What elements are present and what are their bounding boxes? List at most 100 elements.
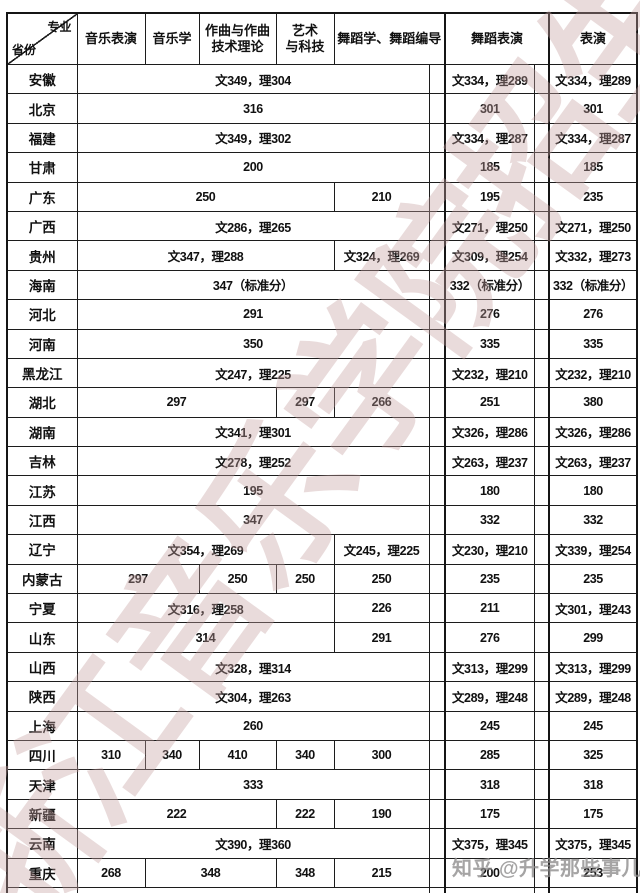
spacer-cell — [428, 122, 446, 154]
acting-cell: 文313，理299 — [548, 651, 638, 683]
province-cell: 湖北 — [6, 387, 78, 418]
acting-cell: 332 — [548, 504, 638, 536]
dance-performance-cell: 文230，理210 — [444, 534, 535, 565]
spacer-cell — [533, 857, 550, 888]
dance-performance-cell: 185 — [444, 152, 535, 183]
score-cell: 316 — [76, 93, 430, 124]
acting-cell: 380 — [548, 387, 638, 418]
spacer-cell — [533, 739, 550, 771]
score-cell: 297 — [275, 387, 335, 418]
table-row: 浙江347 332 332 — [6, 886, 638, 893]
score-cell: 347 — [76, 886, 430, 893]
spacer-cell — [428, 593, 446, 624]
spacer-cell — [533, 63, 550, 95]
dance-performance-cell: 文263，理237 — [444, 446, 535, 477]
spacer-cell — [428, 828, 446, 859]
score-cell: 250 — [333, 563, 430, 595]
score-cell: 190 — [333, 798, 430, 830]
acting-cell: 299 — [548, 622, 638, 653]
dance-performance-cell: 180 — [444, 475, 535, 506]
score-cell: 文247，理225 — [76, 357, 430, 389]
table-row: 山西 文328，理314 文313，理299 文313，理299 — [6, 651, 638, 683]
table-row: 新疆 222 222 190 175 175 — [6, 798, 638, 830]
score-cell: 268 — [76, 857, 146, 888]
spacer-cell — [428, 651, 446, 683]
score-cell: 文286，理265 — [76, 210, 430, 242]
acting-cell: 文326，理286 — [548, 416, 638, 448]
dance-performance-cell: 335 — [444, 328, 535, 359]
spacer-cell — [428, 504, 446, 536]
acting-cell: 235 — [548, 181, 638, 212]
table-row: 宁夏 文316，理258 226 211 文301，理243 — [6, 593, 638, 624]
score-cell: 347 — [76, 504, 430, 536]
score-cell: 250 — [198, 563, 277, 595]
spacer-cell — [533, 651, 550, 683]
score-cell: 266 — [333, 387, 430, 418]
acting-cell: 332（标准分） — [548, 269, 638, 301]
score-cell: 410 — [198, 739, 277, 771]
col-header-dance-performance: 舞蹈表演 — [444, 12, 550, 65]
province-cell: 山西 — [6, 651, 78, 683]
score-cell: 文324，理269 — [333, 240, 430, 271]
table-row: 河南 350 335 335 — [6, 328, 638, 359]
spacer-cell — [428, 240, 446, 271]
spacer-cell — [533, 475, 550, 506]
score-cell: 文304，理263 — [76, 681, 430, 712]
dance-performance-cell: 301 — [444, 93, 535, 124]
table-row: 湖南 文341，理301 文326，理286 文326，理286 — [6, 416, 638, 448]
score-cell: 333 — [76, 769, 430, 800]
col-header-musicology: 音乐学 — [144, 12, 200, 65]
table-row: 四川 310 340 410 340 300 285 325 — [6, 739, 638, 771]
score-cell: 291 — [333, 622, 430, 653]
score-cell: 347（标准分） — [76, 269, 430, 301]
spacer-cell — [428, 269, 446, 301]
acting-cell: 325 — [548, 739, 638, 771]
admission-score-table: 专业 省份 音乐表演 音乐学 作曲与作曲 技术理论 艺术 与科技 舞蹈学、舞蹈编… — [6, 12, 639, 893]
dance-performance-cell: 318 — [444, 769, 535, 800]
acting-cell: 175 — [548, 798, 638, 830]
province-cell: 山东 — [6, 622, 78, 653]
province-cell: 安徽 — [6, 63, 78, 95]
spacer-cell — [533, 681, 550, 712]
score-cell: 291 — [76, 299, 430, 330]
corner-label-major: 专业 — [47, 20, 72, 34]
province-cell: 天津 — [6, 769, 78, 800]
dance-performance-cell: 285 — [444, 739, 535, 771]
score-cell: 297 — [76, 563, 200, 595]
dance-performance-cell: 276 — [444, 299, 535, 330]
spacer-cell — [533, 563, 550, 595]
spacer-cell — [533, 593, 550, 624]
dance-performance-cell: 332 — [444, 886, 535, 893]
acting-cell: 335 — [548, 328, 638, 359]
corner-cell: 专业 省份 — [6, 12, 78, 65]
score-cell: 348 — [275, 857, 335, 888]
acting-cell: 301 — [548, 93, 638, 124]
table-row: 福建 文349，理302 文334，理287 文334，理287 — [6, 122, 638, 154]
acting-cell: 245 — [548, 710, 638, 741]
table-row: 北京 316 301 301 — [6, 93, 638, 124]
dance-performance-cell: 332 — [444, 504, 535, 536]
corner-label-province: 省份 — [12, 43, 37, 57]
table-body: 安徽 文349，理304 文334，理289 文334，理289 北京 316 301 301… — [6, 63, 638, 893]
dance-performance-cell: 332（标准分） — [444, 269, 535, 301]
spacer-cell — [428, 416, 446, 448]
acting-cell: 180 — [548, 475, 638, 506]
score-cell: 250 — [76, 181, 335, 212]
score-cell: 310 — [76, 739, 146, 771]
spacer-cell — [533, 622, 550, 653]
spacer-cell — [533, 240, 550, 271]
spacer-cell — [533, 886, 550, 893]
acting-cell: 文375，理345 — [548, 828, 638, 859]
col-header-composition: 作曲与作曲 技术理论 — [198, 12, 277, 65]
table-row: 重庆 268 348 348 215 200 253 — [6, 857, 638, 888]
province-cell: 宁夏 — [6, 593, 78, 624]
table-row: 安徽 文349，理304 文334，理289 文334，理289 — [6, 63, 638, 95]
dance-performance-cell: 175 — [444, 798, 535, 830]
province-cell: 贵州 — [6, 240, 78, 271]
dance-performance-cell: 文334，理287 — [444, 122, 535, 154]
spacer-cell — [428, 563, 446, 595]
spacer-cell — [533, 181, 550, 212]
table-row: 江西 347 332 332 — [6, 504, 638, 536]
spacer-cell — [533, 769, 550, 800]
spacer-cell — [533, 828, 550, 859]
